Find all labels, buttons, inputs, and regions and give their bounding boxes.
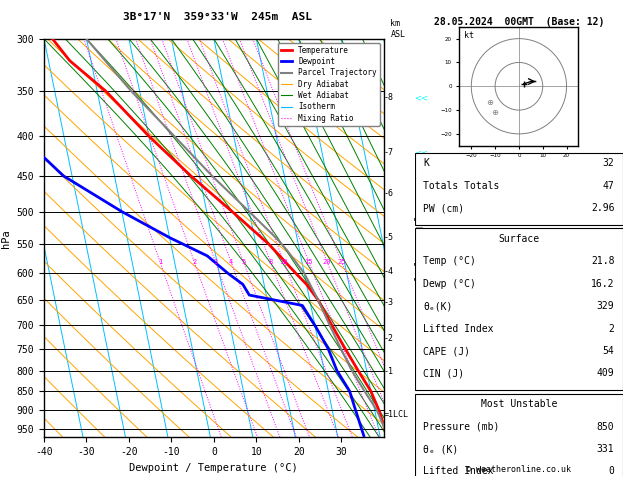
Text: 850: 850 bbox=[597, 422, 615, 432]
Text: 54: 54 bbox=[603, 346, 615, 356]
Text: K: K bbox=[423, 158, 430, 169]
Text: $\oplus$: $\oplus$ bbox=[486, 98, 494, 107]
Text: 4: 4 bbox=[229, 259, 233, 265]
Bar bbox=[415, 394, 623, 486]
Text: -2: -2 bbox=[384, 334, 394, 343]
Text: 28.05.2024  00GMT  (Base: 12): 28.05.2024 00GMT (Base: 12) bbox=[434, 17, 604, 27]
Text: 329: 329 bbox=[597, 301, 615, 311]
Text: 331: 331 bbox=[597, 444, 615, 454]
Text: <<: << bbox=[415, 367, 428, 376]
Text: 32: 32 bbox=[603, 158, 615, 169]
Text: 2.96: 2.96 bbox=[591, 203, 615, 213]
Text: -4: -4 bbox=[384, 267, 394, 276]
Text: =1LCL: =1LCL bbox=[384, 410, 409, 418]
Text: Temp (°C): Temp (°C) bbox=[423, 257, 476, 266]
Text: <<: << bbox=[415, 334, 428, 343]
Text: 2: 2 bbox=[192, 259, 196, 265]
Text: CIN (J): CIN (J) bbox=[423, 368, 465, 379]
Text: 409: 409 bbox=[597, 368, 615, 379]
Legend: Temperature, Dewpoint, Parcel Trajectory, Dry Adiabat, Wet Adiabat, Isotherm, Mi: Temperature, Dewpoint, Parcel Trajectory… bbox=[277, 43, 380, 125]
Text: -7: -7 bbox=[384, 148, 394, 157]
Text: 3B°17'N  359°33'W  245m  ASL: 3B°17'N 359°33'W 245m ASL bbox=[123, 12, 311, 22]
Text: Most Unstable: Most Unstable bbox=[481, 399, 557, 409]
Text: km
ASL: km ASL bbox=[391, 19, 406, 39]
Text: $\oplus$: $\oplus$ bbox=[491, 108, 499, 117]
Text: 1: 1 bbox=[158, 259, 162, 265]
X-axis label: Dewpoint / Temperature (°C): Dewpoint / Temperature (°C) bbox=[130, 463, 298, 473]
Text: <<: << bbox=[415, 93, 428, 102]
Text: -8: -8 bbox=[384, 93, 394, 102]
Text: Surface: Surface bbox=[498, 234, 540, 244]
Text: -6: -6 bbox=[384, 189, 394, 198]
Text: CAPE (J): CAPE (J) bbox=[423, 346, 470, 356]
Text: -5: -5 bbox=[384, 233, 394, 242]
Text: Totals Totals: Totals Totals bbox=[423, 181, 500, 191]
Text: Lifted Index: Lifted Index bbox=[423, 324, 494, 334]
Text: 25: 25 bbox=[337, 259, 346, 265]
Bar bbox=[415, 228, 623, 390]
Text: 3: 3 bbox=[213, 259, 218, 265]
Text: <<: << bbox=[415, 148, 428, 157]
Text: θₑ (K): θₑ (K) bbox=[423, 444, 459, 454]
Text: Lifted Index: Lifted Index bbox=[423, 467, 494, 476]
Bar bbox=[415, 153, 623, 225]
Text: kt: kt bbox=[464, 32, 474, 40]
Text: -3: -3 bbox=[384, 298, 394, 308]
Text: © weatheronline.co.uk: © weatheronline.co.uk bbox=[467, 465, 571, 474]
Text: 0: 0 bbox=[608, 467, 615, 476]
Text: 8: 8 bbox=[269, 259, 272, 265]
Text: PW (cm): PW (cm) bbox=[423, 203, 465, 213]
Text: 16.2: 16.2 bbox=[591, 279, 615, 289]
Text: Dewp (°C): Dewp (°C) bbox=[423, 279, 476, 289]
Text: 47: 47 bbox=[603, 181, 615, 191]
Text: θₑ(K): θₑ(K) bbox=[423, 301, 453, 311]
Text: <<: << bbox=[415, 189, 428, 198]
Text: 21.8: 21.8 bbox=[591, 257, 615, 266]
Text: 15: 15 bbox=[304, 259, 313, 265]
Text: <<: << bbox=[415, 267, 428, 276]
Text: 20: 20 bbox=[323, 259, 331, 265]
Text: -1: -1 bbox=[384, 367, 394, 376]
Text: <<: << bbox=[415, 298, 428, 308]
Text: Mixing Ratio (g/kg): Mixing Ratio (g/kg) bbox=[413, 191, 422, 286]
Text: 2: 2 bbox=[608, 324, 615, 334]
Text: 5: 5 bbox=[242, 259, 245, 265]
Text: Pressure (mb): Pressure (mb) bbox=[423, 422, 500, 432]
Y-axis label: hPa: hPa bbox=[1, 229, 11, 247]
Text: <<: << bbox=[415, 233, 428, 242]
Text: 10: 10 bbox=[279, 259, 288, 265]
